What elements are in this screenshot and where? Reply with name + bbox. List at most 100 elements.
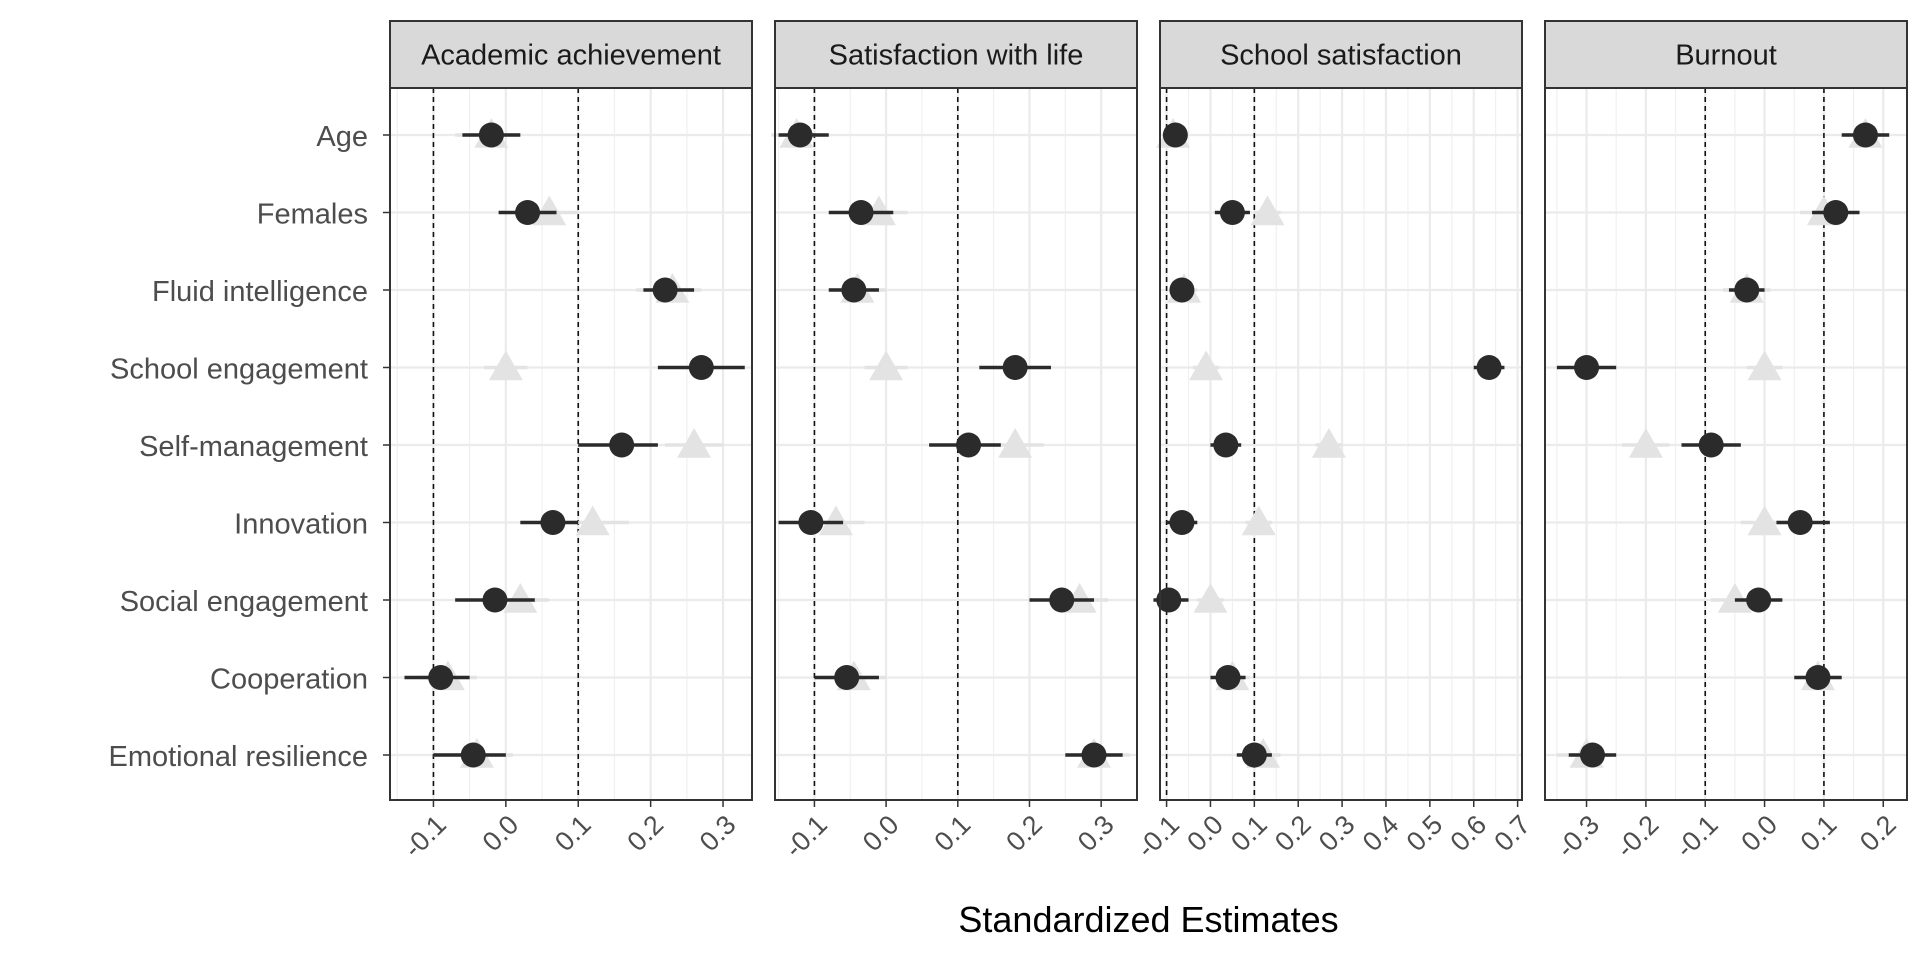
circle-point-age (478, 122, 504, 148)
triangle-point-females (532, 195, 567, 226)
x-tick-label: 0.3 (1072, 809, 1120, 857)
circle-point-cooperation (834, 665, 860, 690)
triangle-point-innovation (1241, 505, 1276, 536)
circle-point-fluid-intelligence (652, 277, 678, 303)
circle-point-school-engagement (1002, 355, 1028, 380)
circle-point-emotional-resilience (1241, 742, 1267, 768)
triangle-point-self-management (1628, 428, 1663, 458)
circle-point-females (1823, 200, 1849, 225)
x-tick-label: -0.3 (1551, 809, 1605, 863)
facet-strip (1544, 20, 1908, 89)
circle-point-age (1852, 122, 1878, 148)
triangle-point-social-engagement (1717, 583, 1752, 613)
x-tick-label: 0.2 (621, 809, 669, 857)
circle-point-fluid-intelligence (841, 277, 867, 303)
circle-point-school-engagement (1574, 355, 1600, 380)
circle-point-social-engagement (1049, 587, 1075, 613)
x-tick-label: 0.0 (1181, 809, 1229, 857)
facet-title: Satisfaction with life (829, 40, 1084, 72)
x-tick-label: 0.6 (1445, 809, 1493, 857)
circle-point-emotional-resilience (460, 742, 486, 768)
triangle-point-innovation (818, 505, 853, 536)
y-tick-label-cooperation: Cooperation (210, 664, 368, 696)
y-tick-label-school-engagement: School engagement (110, 354, 368, 386)
x-tick-label: 0.1 (1795, 809, 1843, 857)
circle-point-innovation (540, 510, 566, 535)
triangle-point-school-engagement (488, 350, 523, 381)
circle-point-cooperation (1215, 665, 1241, 690)
x-tick-label: 0.4 (1357, 809, 1405, 857)
circle-point-self-management (1213, 432, 1239, 458)
x-tick-label: 0.2 (1000, 809, 1048, 857)
facet-strip (389, 20, 753, 89)
circle-point-self-management (956, 432, 982, 458)
x-axis-title: Standardized Estimates (958, 899, 1338, 940)
circle-point-self-management (609, 432, 635, 458)
x-tick-label: -0.1 (1670, 809, 1724, 863)
triangle-point-innovation (575, 505, 610, 536)
x-tick-label: 0.0 (477, 809, 525, 857)
x-tick-label: -0.1 (398, 809, 452, 863)
facet-title: Burnout (1675, 40, 1777, 72)
x-tick-label: -0.1 (779, 809, 833, 863)
triangle-point-school-engagement (869, 350, 904, 381)
triangle-point-social-engagement (503, 583, 538, 613)
facet-strip (1159, 20, 1523, 89)
facet-academic-achievement: Academic achievement -0.1 0.0 0.1 0.2 0.3 (389, 20, 753, 863)
circle-point-innovation (1787, 510, 1813, 535)
circle-point-social-engagement (1746, 587, 1772, 613)
x-tick-label: 0.1 (929, 809, 977, 857)
y-tick-label-emotional-resilience: Emotional resilience (108, 741, 368, 773)
circle-point-fluid-intelligence (1734, 277, 1760, 303)
circle-point-cooperation (428, 665, 454, 690)
circle-point-age (787, 122, 813, 148)
triangle-point-self-management (677, 428, 712, 458)
x-tick-label: 0.2 (1854, 809, 1902, 857)
x-tick-label: -0.2 (1610, 809, 1664, 863)
circle-point-females (1219, 200, 1245, 225)
x-tick-label: 0.3 (1313, 809, 1361, 857)
triangle-point-females (1250, 195, 1285, 226)
facet-strip (774, 20, 1138, 89)
x-tick-label: 0.0 (857, 809, 905, 857)
facet-title: School satisfaction (1220, 40, 1462, 72)
x-tick-label: -0.1 (1131, 809, 1185, 863)
triangle-point-self-management (998, 428, 1033, 458)
y-tick-label-fluid-intelligence: Fluid intelligence (152, 276, 368, 308)
x-tick-label: 0.1 (1225, 809, 1273, 857)
facet-title: Academic achievement (421, 40, 721, 72)
x-tick-label: 0.7 (1488, 809, 1536, 857)
x-tick-label: 0.1 (549, 809, 597, 857)
facet-school-satisfaction: School satisfaction-0.10.00.10.20.30.40.… (1131, 20, 1536, 863)
circle-point-school-engagement (1476, 355, 1502, 380)
x-tick-label: 0.3 (694, 809, 742, 857)
y-tick-label-innovation: Innovation (234, 509, 368, 541)
y-tick-label-self-management: Self-management (139, 431, 368, 463)
x-tick-label: 0.5 (1401, 809, 1449, 857)
x-tick-label: 0.2 (1269, 809, 1317, 857)
triangle-point-social-engagement (1193, 583, 1228, 613)
y-tick-label-age: Age (316, 121, 368, 153)
circle-point-females (848, 200, 874, 225)
x-tick-label: 0.0 (1735, 809, 1783, 857)
circle-point-self-management (1698, 432, 1724, 458)
triangle-point-school-engagement (1189, 350, 1224, 381)
facet-burnout: Burnout -0.3 -0.2 -0.1 0.0 0.1 0.2 (1544, 20, 1908, 863)
triangle-point-school-engagement (1747, 350, 1782, 381)
circle-point-fluid-intelligence (1169, 277, 1195, 303)
circle-point-innovation (798, 510, 824, 535)
triangle-point-innovation (1747, 505, 1782, 536)
circle-point-social-engagement (482, 587, 508, 613)
circle-point-age (1162, 122, 1188, 148)
circle-point-social-engagement (1156, 587, 1182, 613)
circle-point-school-engagement (688, 355, 714, 380)
circle-point-innovation (1169, 510, 1195, 535)
triangle-point-self-management (1311, 428, 1346, 458)
y-tick-label-social-engagement: Social engagement (120, 586, 368, 618)
circle-point-cooperation (1805, 665, 1831, 690)
circle-point-emotional-resilience (1579, 742, 1605, 768)
circle-point-emotional-resilience (1081, 742, 1107, 768)
facet-satisfaction-with-life: Satisfaction with life -0.1 0.0 0.1 0.2 0.3 (771, 20, 1138, 863)
